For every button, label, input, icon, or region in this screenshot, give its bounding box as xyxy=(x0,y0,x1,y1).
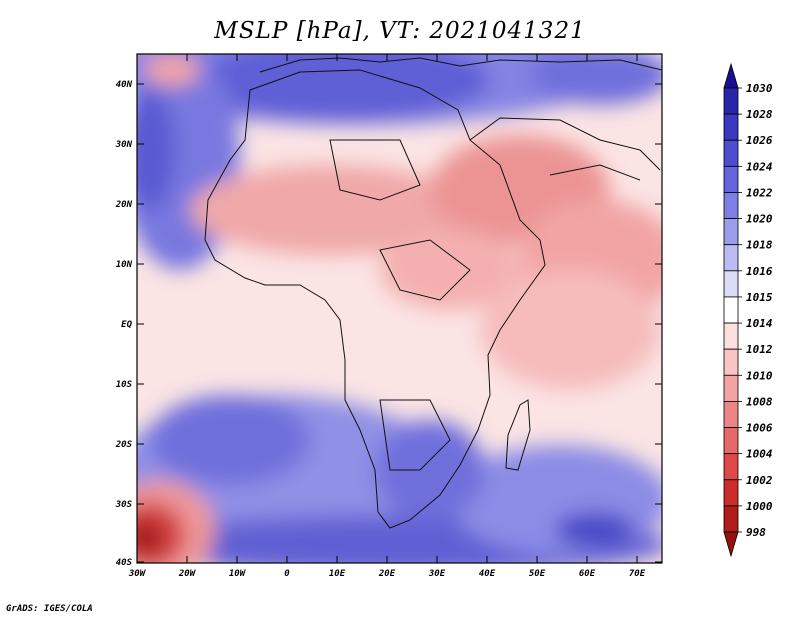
longitude-axis: 30W 20W 10W 0 10E 20E 30E 40E 50E 60E 70E xyxy=(128,54,646,579)
map-title: MSLP [hPa], VT: 2021041321 xyxy=(214,18,586,44)
colorbar-swatch xyxy=(723,374,739,402)
colorbar-label: 1030 xyxy=(746,82,773,95)
colorbar-swatch xyxy=(723,165,739,193)
lon-label: 30E xyxy=(428,569,446,579)
colorbar-swatch xyxy=(723,453,739,481)
lat-label: 30N xyxy=(115,140,133,150)
lon-label: 20W xyxy=(178,569,197,579)
lon-label: 50E xyxy=(529,569,546,579)
lon-label: 10E xyxy=(329,569,346,579)
colorbar-label: 1016 xyxy=(746,265,773,278)
colorbar-swatch xyxy=(723,218,739,246)
lat-label: 30S xyxy=(115,500,133,510)
colorbar-label: 1020 xyxy=(746,213,773,226)
colorbar-top-arrow xyxy=(723,62,739,89)
colorbar: 1030 1028 1026 1024 1022 1020 1018 1016 1015 1014… xyxy=(723,62,773,558)
lat-label: 20S xyxy=(115,440,133,450)
colorbar-swatch xyxy=(723,192,739,219)
colorbar-label: 1006 xyxy=(746,422,773,435)
colorbar-swatch xyxy=(723,244,739,272)
colorbar-label: 1015 xyxy=(746,291,773,304)
colorbar-swatch xyxy=(723,479,739,507)
lon-label: 10W xyxy=(229,569,247,579)
lat-label: 10N xyxy=(116,260,133,270)
coastlines xyxy=(204,57,662,529)
colorbar-label: 1010 xyxy=(746,369,773,382)
colorbar-bottom-arrow xyxy=(723,531,739,558)
lat-label: EQ xyxy=(121,320,132,330)
colorbar-swatch xyxy=(723,296,739,324)
colorbar-swatch xyxy=(723,427,739,455)
colorbar-swatch xyxy=(723,270,739,298)
lon-label: 40E xyxy=(479,569,496,579)
colorbar-label: 1014 xyxy=(746,317,773,330)
lon-label: 70E xyxy=(629,569,646,579)
pressure-field xyxy=(137,54,662,563)
colorbar-label: 1022 xyxy=(746,186,773,199)
colorbar-label: 1004 xyxy=(746,448,773,461)
lon-label: 60E xyxy=(579,569,596,579)
colorbar-label: 1012 xyxy=(746,343,773,356)
colorbar-label: 1024 xyxy=(746,160,773,173)
lon-label: 30W xyxy=(128,569,147,579)
colorbar-label: 1002 xyxy=(746,474,773,487)
lon-label: 0 xyxy=(284,569,290,579)
colorbar-swatch xyxy=(723,505,739,533)
lat-label: 10S xyxy=(116,380,133,390)
colorbar-label: 1028 xyxy=(746,108,773,121)
colorbar-label: 1018 xyxy=(746,239,773,252)
lat-label: 40S xyxy=(116,558,133,568)
colorbar-label: 1026 xyxy=(746,134,773,147)
colorbar-swatch xyxy=(723,139,739,167)
colorbar-swatch xyxy=(723,348,739,376)
colorbar-label: 1000 xyxy=(746,500,773,513)
colorbar-swatch xyxy=(723,401,739,428)
map-frame xyxy=(136,53,663,564)
colorbar-swatch xyxy=(723,113,739,141)
colorbar-label: 998 xyxy=(746,526,766,539)
colorbar-swatch xyxy=(723,322,739,350)
lat-label: 20N xyxy=(115,200,133,210)
credit-text: GrADS: IGES/COLA xyxy=(6,604,93,614)
latitude-axis: 40N 30N 20N 10N EQ 10S 20S 30S 40S xyxy=(115,80,662,568)
colorbar-label: 1008 xyxy=(746,395,773,408)
colorbar-swatch xyxy=(723,87,739,115)
lon-label: 20E xyxy=(378,569,396,579)
lat-label: 40N xyxy=(116,80,133,90)
